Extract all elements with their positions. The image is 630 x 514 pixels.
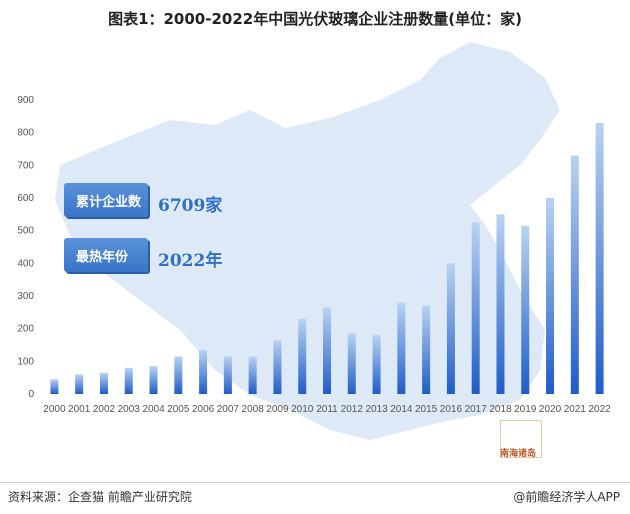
map-background [55, 42, 560, 440]
x-tick-label: 2019 [514, 404, 537, 415]
x-tick-label: 2017 [465, 404, 488, 415]
x-tick-label: 2005 [167, 404, 190, 415]
bar-2004 [149, 366, 158, 394]
x-tick-label: 2015 [415, 404, 438, 415]
source-text: 资料来源：企查猫 前瞻产业研究院 [8, 490, 192, 504]
hottest-year-tag: 最热年份 [64, 238, 148, 272]
bar-2017 [471, 222, 480, 394]
x-tick-label: 2010 [291, 404, 314, 415]
y-tick-label: 0 [28, 389, 34, 400]
bar-2002 [99, 372, 108, 394]
bar-2013 [372, 335, 381, 394]
y-axis: 0 100 200 300 400 500 600 700 800 900 [17, 95, 34, 400]
x-tick-label: 2012 [341, 404, 364, 415]
x-tick-label: 2018 [489, 404, 512, 415]
y-tick-label: 400 [17, 258, 34, 269]
bar-2001 [75, 374, 84, 394]
x-tick-label: 2001 [68, 404, 91, 415]
bar-2020 [546, 198, 555, 394]
bar-2022 [595, 122, 604, 394]
x-tick-label: 2021 [564, 404, 587, 415]
y-tick-label: 600 [17, 193, 34, 204]
y-tick-label: 100 [17, 356, 34, 367]
bar-2009 [273, 340, 282, 394]
x-tick-label: 2020 [539, 404, 562, 415]
x-tick-label: 2014 [390, 404, 413, 415]
y-tick-label: 900 [17, 95, 34, 106]
x-tick-label: 2006 [192, 404, 215, 415]
x-tick-label: 2016 [440, 404, 463, 415]
bar-2007 [223, 356, 232, 394]
footer-divider [0, 482, 630, 507]
x-tick-label: 2003 [118, 404, 141, 415]
bar-2021 [570, 155, 579, 394]
bars [50, 122, 604, 394]
brand-text: @前瞻经济学人APP [513, 490, 620, 504]
page-title: 图表1：2000-2022年中国光伏玻璃企业注册数量(单位：家) [108, 10, 522, 28]
bar-2015 [422, 305, 431, 394]
x-tick-label: 2022 [588, 404, 611, 415]
x-tick-label: 2007 [217, 404, 240, 415]
bar-2018 [496, 214, 505, 394]
bar-2003 [124, 367, 133, 394]
south-china-sea-label: 南海诸岛 [500, 449, 537, 459]
bar-2008 [248, 356, 257, 394]
x-tick-label: 2011 [316, 404, 338, 415]
bar-2012 [347, 333, 356, 394]
bar-2014 [397, 302, 406, 394]
bar-2016 [446, 263, 455, 394]
bar-2005 [174, 356, 183, 394]
x-tick-label: 2013 [365, 404, 388, 415]
bar-2019 [521, 225, 530, 394]
bar-2011 [323, 307, 331, 394]
x-tick-label: 2004 [142, 404, 165, 415]
total-companies-value: 6709家 [158, 196, 223, 216]
x-tick-label: 2000 [43, 404, 66, 415]
x-tick-label: 2008 [242, 404, 265, 415]
bar-2006 [199, 349, 208, 394]
bar-2010 [298, 318, 307, 394]
bar-2000 [50, 379, 59, 394]
hottest-year-value: 2022年 [158, 251, 223, 271]
south-china-sea-inset [500, 420, 542, 458]
y-tick-label: 800 [17, 128, 34, 139]
total-companies-tag: 累计企业数 [64, 183, 148, 217]
y-tick-label: 200 [17, 324, 34, 335]
y-tick-label: 500 [17, 226, 34, 237]
x-tick-label: 2002 [93, 404, 116, 415]
x-axis: 2000 2001 2002 2003 2004 2005 2006 2007 2008 2009… [43, 404, 611, 415]
y-tick-label: 700 [17, 160, 34, 171]
y-tick-label: 300 [17, 291, 34, 302]
x-tick-label: 2009 [266, 404, 289, 415]
